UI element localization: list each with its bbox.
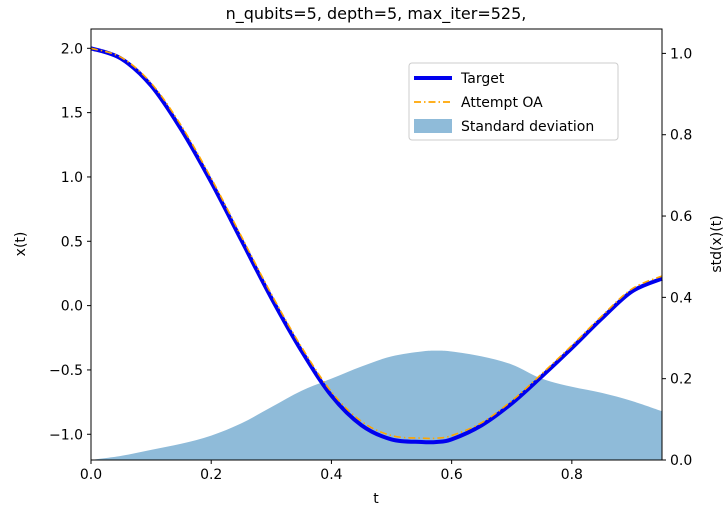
y-axis-label: x(t) <box>13 232 29 257</box>
ticks-layer: 0.0 0.2 0.4 0.6 0.8 2.0 1.5 1.0 0.5 0.0 −0.5 −1.0 1.… <box>49 41 692 483</box>
legend-label-target: Target <box>460 71 505 87</box>
legend-label-attempt: Attempt OA <box>461 95 543 111</box>
y-tick-label: −0.5 <box>49 363 83 379</box>
x-tick-label: 0.2 <box>200 467 222 483</box>
x-tick-label: 0.8 <box>561 467 583 483</box>
legend: Target Attempt OA Standard deviation <box>408 62 619 141</box>
y2-tick-label: 0.0 <box>670 453 692 469</box>
x-tick-label: 0.4 <box>320 467 342 483</box>
legend-swatch-std <box>414 119 452 133</box>
legend-label-std: Standard deviation <box>461 119 594 135</box>
y2-tick-label: 0.6 <box>670 209 692 225</box>
series-std-area <box>91 350 662 460</box>
y-tick-label: 0.5 <box>61 234 83 250</box>
y2-tick-label: 1.0 <box>670 46 692 62</box>
x-axis-label: t <box>373 491 379 507</box>
series-lines-layer <box>90 46 663 445</box>
y2-tick-label: 0.4 <box>670 290 692 306</box>
y-tick-label: 2.0 <box>61 41 83 57</box>
chart-title: n_qubits=5, depth=5, max_iter=525, <box>226 4 527 24</box>
y2-axis-label: std(x)(t) <box>709 215 725 272</box>
x-tick-label: 0.0 <box>80 467 102 483</box>
y-tick-label: 1.0 <box>61 170 83 186</box>
plot-frame <box>90 28 663 461</box>
y-tick-label: 1.5 <box>61 106 83 122</box>
legend-box <box>408 62 619 141</box>
y2-tick-label: 0.8 <box>670 128 692 144</box>
y-tick-label: 0.0 <box>61 299 83 315</box>
series-target-line <box>90 46 663 445</box>
std-fill-layer <box>91 350 662 460</box>
y2-tick-label: 0.2 <box>670 372 692 388</box>
y-tick-label: −1.0 <box>49 427 83 443</box>
x-tick-label: 0.6 <box>440 467 462 483</box>
